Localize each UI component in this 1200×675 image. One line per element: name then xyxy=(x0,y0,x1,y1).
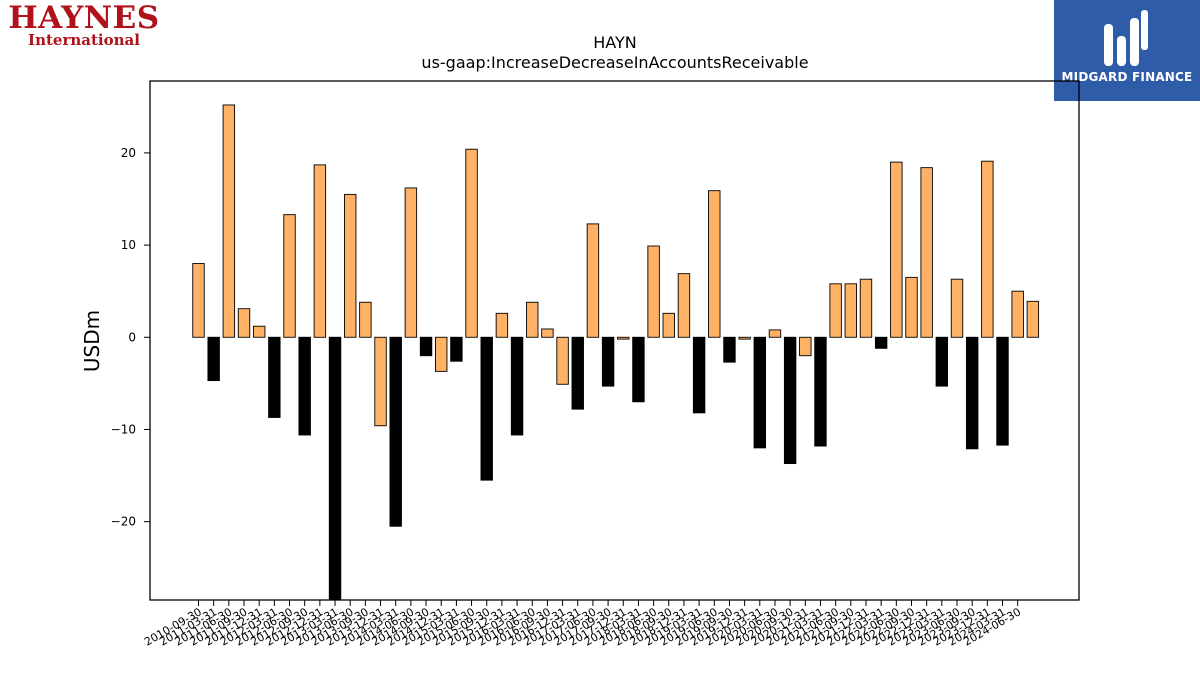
bar xyxy=(768,329,782,338)
bar xyxy=(647,245,660,338)
bar xyxy=(556,336,569,385)
bar xyxy=(1026,300,1040,338)
bar xyxy=(920,167,933,338)
bar xyxy=(965,336,979,450)
bar xyxy=(617,336,630,340)
bar xyxy=(950,278,964,338)
bar xyxy=(268,336,281,418)
midgard-finance-logo: MIDGARD FINANCE xyxy=(1054,0,1200,101)
bar xyxy=(283,214,296,338)
bar xyxy=(465,148,478,338)
y-axis-label: USDm xyxy=(80,310,104,372)
chart-title: HAYN xyxy=(593,33,636,52)
bar xyxy=(632,336,645,403)
bar xyxy=(677,273,691,338)
x-axis: 2010-09-302011-03-312011-06-302011-09-30… xyxy=(142,600,1023,649)
bar xyxy=(435,336,448,372)
y-tick-label: 0 xyxy=(128,330,136,344)
bar xyxy=(601,336,615,387)
bar xyxy=(662,312,675,338)
haynes-logo-subtitle: International xyxy=(28,31,140,49)
bar xyxy=(890,161,903,338)
bar xyxy=(541,328,554,338)
bar xyxy=(859,278,873,338)
chart-subtitle: us-gaap:IncreaseDecreaseInAccountsReceiv… xyxy=(421,53,808,72)
bar xyxy=(738,336,751,340)
bars-group xyxy=(192,104,1040,600)
haynes-logo: HAYNES International xyxy=(4,0,164,49)
bar xyxy=(480,336,493,481)
y-axis: −20 −10 0 10 20 xyxy=(111,146,150,529)
bar xyxy=(450,336,463,362)
bar xyxy=(222,104,236,338)
bar xyxy=(298,336,311,436)
bar xyxy=(404,187,418,338)
bar xyxy=(708,190,721,338)
haynes-logo-wordmark: HAYNES xyxy=(8,0,160,36)
bar xyxy=(374,336,387,427)
y-tick-label: −20 xyxy=(111,515,136,529)
bar xyxy=(723,336,736,363)
bar xyxy=(419,336,433,357)
plot-frame xyxy=(149,80,1080,601)
bar xyxy=(905,276,918,338)
bar xyxy=(996,336,1009,446)
bar xyxy=(237,308,251,338)
bar xyxy=(344,193,357,338)
bar xyxy=(1011,290,1024,338)
bar xyxy=(692,336,706,414)
bar xyxy=(586,223,600,338)
bar xyxy=(829,283,842,338)
y-tick-label: −10 xyxy=(111,422,136,436)
bar xyxy=(526,301,539,338)
bar xyxy=(389,336,402,527)
bar xyxy=(192,263,205,338)
bar xyxy=(981,160,994,338)
bar xyxy=(313,164,327,338)
bar xyxy=(510,336,524,436)
y-tick-label: 10 xyxy=(121,238,136,252)
y-tick-label: 20 xyxy=(121,146,136,160)
bar xyxy=(207,336,220,382)
bar xyxy=(328,336,342,600)
midgard-mark-icon xyxy=(1104,10,1148,66)
bar xyxy=(495,312,509,338)
bar xyxy=(799,336,812,357)
bar xyxy=(814,336,827,447)
bar xyxy=(252,325,266,338)
bar xyxy=(783,336,797,465)
bar xyxy=(874,336,888,349)
bar xyxy=(844,283,858,338)
midgard-logo-text: MIDGARD FINANCE xyxy=(1061,70,1193,84)
bar xyxy=(935,336,949,387)
bar xyxy=(571,336,584,410)
bar xyxy=(359,301,372,338)
bar xyxy=(753,336,766,449)
